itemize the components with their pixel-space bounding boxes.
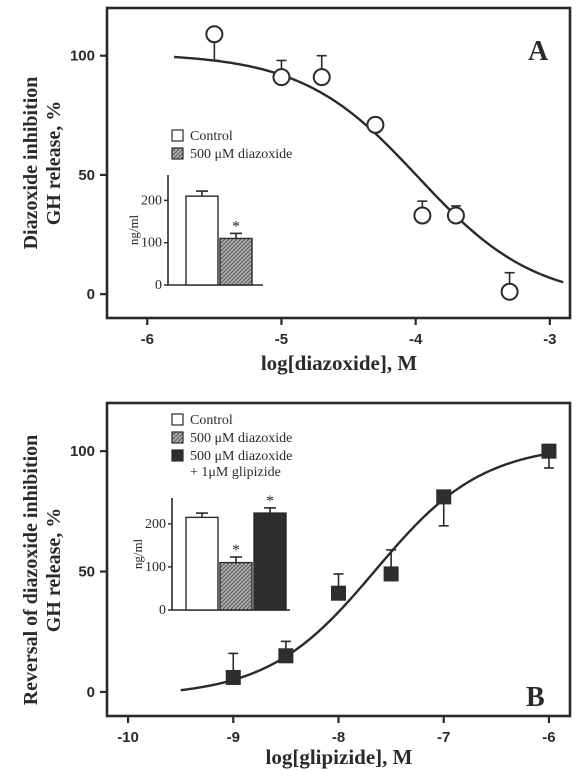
point-marker-square: [331, 585, 346, 601]
x-axis-label-a: log[diazoxide], M: [261, 351, 417, 375]
x-axis-label-b: log[glipizide], M: [266, 745, 413, 769]
legend-label: 500 μM diazoxide: [190, 431, 292, 446]
legend-label-line2: + 1μM glipizide: [190, 465, 281, 480]
fit-curve-line: [180, 452, 550, 692]
legend-swatch: [171, 129, 184, 142]
legend-label: 500 μM diazoxide: [190, 449, 292, 464]
point-marker-square: [436, 489, 452, 505]
data-point: [436, 489, 452, 527]
data-point: [413, 200, 432, 225]
inset-y-tick-label: 200: [141, 193, 162, 208]
panel-letter-b: B: [526, 682, 545, 713]
y-tick-label: 50: [78, 167, 95, 184]
panel-letter-a: A: [528, 36, 549, 67]
y-tick-label: 50: [78, 564, 95, 581]
inset-bar: [185, 195, 219, 286]
x-tick-label: -6: [542, 729, 555, 746]
y-axis-label-b-line2: GH release, %: [43, 508, 65, 633]
inset-y-tick-label: 0: [159, 603, 166, 618]
inset-bar: [219, 237, 253, 286]
inset-y-axis-label: ng/ml: [126, 214, 141, 245]
legend-swatch: [171, 431, 184, 444]
x-tick-label: -7: [437, 729, 450, 746]
inset-bar: [185, 516, 219, 611]
y-axis-label-a-line2: GH release, %: [43, 101, 65, 226]
point-marker-circle: [446, 206, 465, 225]
inset-bar: [253, 512, 287, 611]
data-point: [331, 573, 346, 601]
point-marker-circle: [312, 68, 331, 87]
axis-ticks-b: -10 -9 -8 -7 -6 0 50 100: [70, 443, 556, 746]
data-point: [225, 652, 241, 685]
x-tick-label: -9: [227, 729, 240, 746]
legend-label: Control: [190, 129, 233, 144]
data-point: [272, 59, 291, 87]
y-tick-label: 0: [87, 286, 95, 303]
y-tick-label: 0: [87, 684, 95, 701]
significance-star: *: [232, 218, 240, 235]
data-point: [500, 271, 519, 301]
data-point: [312, 54, 331, 87]
legend-label: Control: [190, 413, 233, 428]
point-marker-circle: [413, 206, 432, 225]
point-marker-square: [541, 443, 557, 459]
significance-star: *: [232, 542, 240, 559]
inset-y-tick-label: 0: [155, 278, 162, 293]
inset-legend-a: Control 500 μM diazoxide: [171, 129, 292, 162]
legend-swatch: [171, 413, 184, 426]
y-axis-label-a-line1: Diazoxide inhibition: [20, 77, 42, 250]
inset-y-tick-label: 200: [145, 517, 166, 532]
panel-a: -6 -5 -4 -3 0 50 100 A log[diazoxide], M Diazo…: [20, 6, 572, 375]
point-marker-circle: [272, 68, 291, 87]
y-tick-label: 100: [70, 48, 95, 65]
data-point: [205, 25, 224, 62]
y-axis-label-b-line1: Reversal of diazoxide inhibition: [20, 435, 42, 706]
panel-b: -10 -9 -8 -7 -6 0 50 100 B log[glipizide], M Re…: [20, 401, 572, 769]
point-marker-circle: [205, 25, 224, 44]
point-marker-square: [225, 669, 241, 685]
data-points-a: [205, 25, 519, 301]
data-point: [383, 549, 399, 582]
inset-y-axis-label: ng/ml: [130, 538, 145, 569]
data-point: [446, 205, 465, 225]
y-tick-label: 100: [70, 443, 95, 460]
x-tick-label: -10: [117, 729, 139, 746]
legend-swatch: [171, 449, 184, 462]
data-point: [541, 443, 557, 469]
data-point: [278, 640, 294, 664]
point-marker-square: [383, 566, 399, 582]
inset-y-tick-label: 100: [141, 236, 162, 251]
x-tick-label: -6: [141, 331, 154, 348]
point-marker-circle: [366, 115, 385, 134]
inset-bar: [219, 561, 253, 611]
x-tick-label: -4: [409, 331, 423, 348]
legend-swatch: [171, 147, 184, 160]
inset-y-tick-label: 100: [145, 560, 166, 575]
point-marker-square: [278, 648, 294, 664]
point-marker-circle: [500, 282, 519, 301]
x-tick-label: -8: [332, 729, 345, 746]
axis-ticks-a: -6 -5 -4 -3 0 50 100: [70, 48, 557, 348]
fit-curve-b: [180, 452, 550, 692]
plot-frame-a: [105, 6, 572, 320]
data-points-b: [225, 443, 557, 685]
x-tick-label: -5: [275, 331, 288, 348]
x-tick-label: -3: [543, 331, 556, 348]
data-point: [366, 115, 385, 134]
significance-star: *: [266, 493, 274, 510]
legend-label: 500 μM diazoxide: [190, 147, 292, 162]
